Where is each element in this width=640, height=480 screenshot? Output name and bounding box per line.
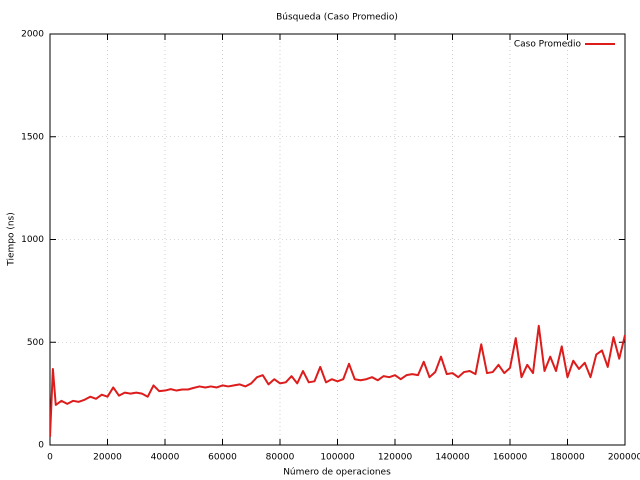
x-tick-label: 100000 [320, 453, 355, 463]
x-tick-label: 200000 [608, 453, 640, 463]
x-tick-label: 80000 [266, 453, 295, 463]
plot-frame [49, 33, 626, 446]
y-tick-label: 1500 [21, 132, 44, 142]
x-tick-label: 20000 [93, 453, 122, 463]
x-tick-label: 180000 [550, 453, 585, 463]
x-tick-label: 120000 [378, 453, 413, 463]
y-axis-label: Tiempo (ns) [7, 212, 17, 267]
data-line [50, 324, 625, 437]
x-tick-label: 60000 [208, 453, 237, 463]
y-tick-label: 500 [27, 338, 44, 348]
legend-label: Caso Promedio [514, 40, 582, 50]
y-tick-label: 2000 [21, 30, 44, 40]
x-tick-label: 0 [47, 453, 53, 463]
x-tick-label: 160000 [493, 453, 528, 463]
x-tick-label: 140000 [435, 453, 470, 463]
x-axis-label: Número de operaciones [283, 468, 391, 478]
y-tick-label: 1000 [21, 235, 44, 245]
x-tick-label: 40000 [151, 453, 180, 463]
chart-title: Búsqueda (Caso Promedio) [276, 13, 398, 23]
y-tick-label: 0 [38, 441, 44, 451]
